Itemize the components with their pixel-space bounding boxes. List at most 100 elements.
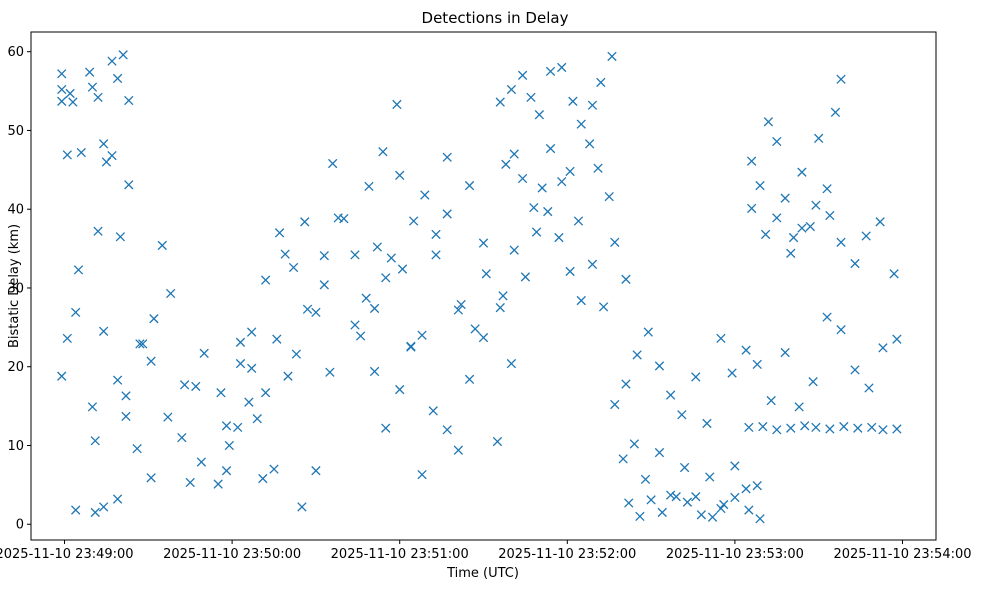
data-point-marker <box>814 133 824 143</box>
data-point-marker <box>196 457 207 467</box>
data-point-marker <box>260 388 271 398</box>
data-point-marker <box>409 216 419 226</box>
data-point-marker <box>607 51 617 62</box>
data-point-marker <box>825 210 835 221</box>
data-point-marker <box>233 422 243 433</box>
data-point-marker <box>355 331 366 341</box>
data-point-marker <box>76 147 86 158</box>
data-point-marker <box>878 425 888 435</box>
data-point-marker <box>760 229 771 240</box>
data-point-marker <box>593 163 603 173</box>
data-point-marker <box>311 466 321 476</box>
data-point-marker <box>453 445 464 455</box>
data-point-marker <box>892 424 902 434</box>
data-point-marker <box>800 421 810 431</box>
data-point-marker <box>300 217 310 227</box>
data-point-marker <box>369 303 380 314</box>
data-point-marker <box>73 265 84 275</box>
data-point-marker <box>836 237 846 247</box>
data-point-marker <box>478 332 489 343</box>
y-tick-label: 30 <box>7 281 24 296</box>
data-point-marker <box>244 397 254 407</box>
data-point-marker <box>121 391 131 401</box>
data-point-marker <box>573 216 584 226</box>
data-point-marker <box>492 436 503 447</box>
data-point-marker <box>811 200 821 210</box>
data-point-marker <box>682 497 693 507</box>
data-point-marker <box>889 269 899 279</box>
data-point-marker <box>378 147 388 157</box>
y-tick-label: 50 <box>7 124 24 139</box>
data-point-marker <box>288 262 299 273</box>
data-point-marker <box>576 295 586 306</box>
x-tick-label: 2025-11-10 23:53:00 <box>666 547 804 562</box>
data-point-marker <box>730 492 740 503</box>
data-point-marker <box>157 240 167 251</box>
y-tick-label: 20 <box>7 360 24 375</box>
data-point-marker <box>280 249 290 259</box>
data-point-marker <box>758 421 768 432</box>
y-axis-label: Bistatic Delay (km) <box>7 224 22 348</box>
data-point-marker <box>199 348 209 358</box>
data-point-marker <box>272 334 282 344</box>
data-point-marker <box>618 454 628 464</box>
data-point-marker <box>397 264 408 274</box>
data-point-marker <box>635 511 645 522</box>
data-point-marker <box>797 167 807 177</box>
data-point-marker <box>719 499 729 510</box>
data-point-marker <box>478 238 489 248</box>
data-point-marker <box>545 66 556 77</box>
data-point-marker <box>878 343 888 353</box>
data-point-marker <box>568 96 578 106</box>
data-point-marker <box>428 406 438 416</box>
y-tick-label: 40 <box>7 203 24 218</box>
data-point-marker <box>57 371 67 381</box>
data-point-marker <box>867 422 877 433</box>
data-point-marker <box>794 402 804 412</box>
data-point-marker <box>744 422 754 433</box>
data-point-marker <box>604 191 614 202</box>
data-point-marker <box>509 245 519 255</box>
data-point-marker <box>328 158 338 169</box>
data-point-marker <box>853 423 863 433</box>
data-point-marker <box>442 209 452 219</box>
x-tick-label: 2025-11-10 23:54:00 <box>833 547 971 562</box>
data-point-marker <box>406 341 416 351</box>
data-point-marker <box>808 377 818 387</box>
data-point-marker <box>98 326 109 336</box>
data-point-marker <box>529 202 539 213</box>
data-point-marker <box>875 217 885 227</box>
data-point-marker <box>132 443 142 454</box>
data-point-marker <box>531 227 542 237</box>
data-point-marker <box>716 503 726 514</box>
data-point-marker <box>772 213 782 223</box>
data-point-marker <box>632 350 642 360</box>
data-point-marker <box>395 170 405 181</box>
data-point-marker <box>247 327 257 337</box>
data-point-marker <box>361 293 371 303</box>
data-point-marker <box>705 472 715 482</box>
data-point-marker <box>780 347 790 358</box>
data-point-marker <box>657 507 667 518</box>
data-point-marker <box>395 384 405 395</box>
data-point-marker <box>112 73 123 84</box>
data-point-marker <box>235 358 246 369</box>
data-point-marker <box>805 221 815 232</box>
data-point-marker <box>62 333 72 344</box>
data-point-marker <box>112 375 123 385</box>
data-point-marker <box>621 274 631 284</box>
data-point-marker <box>481 269 491 279</box>
data-point-marker <box>291 349 302 359</box>
data-point-marker <box>386 253 396 263</box>
data-point-marker <box>179 380 190 390</box>
data-point-marker <box>746 156 757 166</box>
data-point-marker <box>350 250 360 260</box>
data-point-marker <box>124 95 134 106</box>
y-tick-label: 60 <box>7 45 24 60</box>
data-point-marker <box>576 119 586 129</box>
data-point-marker <box>679 462 690 473</box>
data-point-marker <box>772 136 782 147</box>
data-point-marker <box>464 374 475 384</box>
data-point-marker <box>68 97 78 107</box>
